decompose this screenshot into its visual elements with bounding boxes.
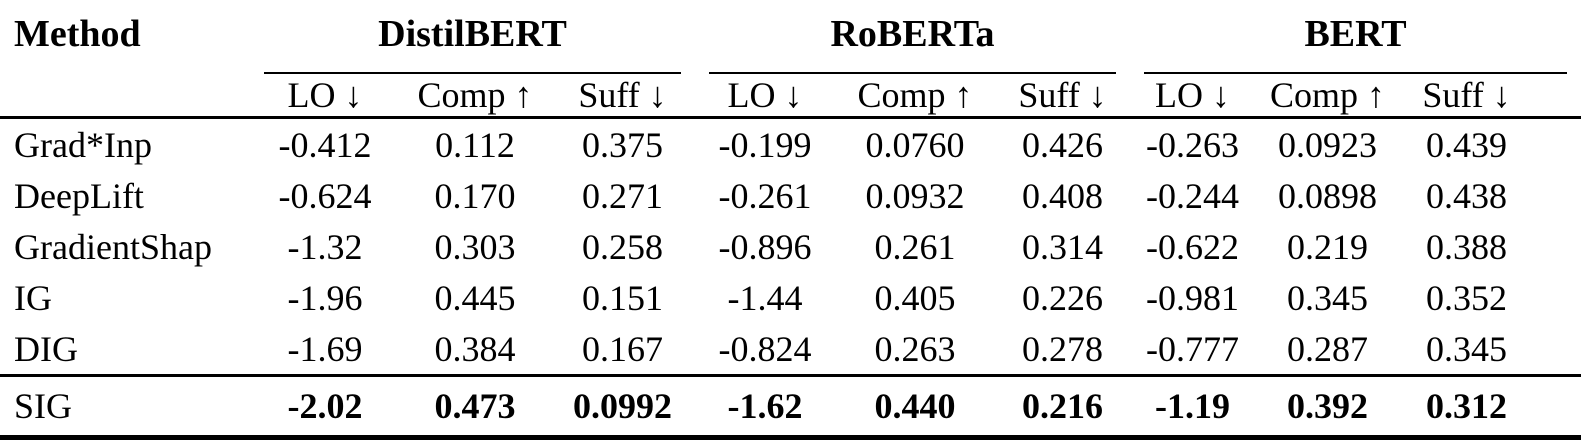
value-cell: -2.02 — [250, 374, 400, 440]
value-cell: -1.44 — [727, 277, 803, 318]
value-cell: -1.32 — [287, 226, 363, 267]
table-row: Grad*Inp -0.412 0.112 0.375 -0.199 0.076… — [0, 118, 1581, 171]
value-cell: -0.624 — [278, 175, 372, 216]
value-cell: 0.438 — [1426, 175, 1508, 216]
value-cell: 0.439 — [1426, 124, 1508, 165]
value-cell: 0.473 — [400, 374, 550, 440]
value-cell: 0.0898 — [1278, 175, 1378, 216]
value-cell: -0.244 — [1146, 175, 1240, 216]
value-cell: 0.226 — [1022, 277, 1103, 318]
value-cell: 0.219 — [1287, 226, 1369, 267]
value-cell: 0.314 — [1022, 226, 1103, 267]
group-name: RoBERTa — [709, 12, 1117, 74]
value-cell: 0.287 — [1287, 328, 1369, 369]
method-cell: DeepLift — [14, 175, 144, 216]
value-cell: 0.375 — [582, 124, 663, 165]
value-cell: 0.0760 — [865, 124, 965, 165]
value-cell: 0.0992 — [550, 374, 695, 440]
table-row: DIG -1.69 0.384 0.167 -0.824 0.263 0.278… — [0, 323, 1581, 376]
value-cell: 0.112 — [435, 124, 515, 165]
value-cell: 0.151 — [582, 277, 663, 318]
metric-header: LO ↓ — [1130, 74, 1256, 119]
method-cell: SIG — [0, 374, 250, 440]
value-cell: 0.167 — [582, 328, 663, 369]
value-cell: 0.445 — [434, 277, 516, 318]
method-cell: GradientShap — [14, 226, 212, 267]
value-cell: -1.96 — [287, 277, 363, 318]
value-cell: 0.440 — [835, 374, 995, 440]
value-cell: 0.405 — [874, 277, 956, 318]
value-cell: 0.271 — [582, 175, 663, 216]
value-cell: 0.345 — [1287, 277, 1369, 318]
value-cell: -0.199 — [718, 124, 812, 165]
metric-header: Suff ↓ — [1400, 74, 1581, 119]
metric-header: Comp ↑ — [1255, 74, 1401, 119]
value-cell: 0.170 — [434, 175, 516, 216]
metric-header: Comp ↑ — [835, 74, 995, 119]
value-cell: 0.408 — [1022, 175, 1103, 216]
metric-header: Suff ↓ — [550, 74, 695, 119]
value-cell: 0.303 — [434, 226, 516, 267]
header-row-models: Method DistilBERT RoBERTa BERT — [0, 0, 1581, 119]
value-cell: 0.0923 — [1278, 124, 1378, 165]
group-header-roberta: RoBERTa — [695, 0, 1130, 74]
value-cell: -0.261 — [718, 175, 812, 216]
value-cell: -0.412 — [278, 124, 372, 165]
value-cell: 0.392 — [1255, 374, 1401, 440]
method-cell: Grad*Inp — [14, 124, 152, 165]
value-cell: -0.981 — [1146, 277, 1240, 318]
table-row: IG -1.96 0.445 0.151 -1.44 0.405 0.226 -… — [0, 272, 1581, 323]
value-cell: -0.263 — [1146, 124, 1240, 165]
value-cell: -0.777 — [1146, 328, 1240, 369]
value-cell: -1.69 — [287, 328, 363, 369]
value-cell: -1.62 — [695, 374, 835, 440]
metric-header: LO ↓ — [250, 74, 400, 119]
group-name: BERT — [1144, 12, 1568, 74]
value-cell: 0.388 — [1426, 226, 1508, 267]
metric-header: LO ↓ — [695, 74, 835, 119]
value-cell: -1.19 — [1130, 374, 1256, 440]
group-name: DistilBERT — [264, 12, 681, 74]
method-cell: DIG — [14, 328, 78, 369]
method-column-header: Method — [0, 0, 250, 119]
table-row: GradientShap -1.32 0.303 0.258 -0.896 0.… — [0, 221, 1581, 272]
value-cell: -0.622 — [1146, 226, 1240, 267]
value-cell: 0.261 — [874, 226, 956, 267]
header-row-metrics: LO ↓ Comp ↑ Suff ↓ LO ↓ Comp ↑ Suff ↓ LO… — [0, 74, 1581, 119]
value-cell: 0.0932 — [865, 175, 965, 216]
value-cell: 0.426 — [1022, 124, 1103, 165]
group-header-bert: BERT — [1130, 0, 1581, 74]
metric-header: Suff ↓ — [995, 74, 1131, 119]
value-cell: 0.216 — [995, 374, 1131, 440]
value-cell: 0.278 — [1022, 328, 1103, 369]
value-cell: 0.384 — [434, 328, 516, 369]
method-cell: IG — [14, 277, 52, 318]
value-cell: 0.258 — [582, 226, 663, 267]
value-cell: 0.263 — [874, 328, 956, 369]
metric-header: Comp ↑ — [400, 74, 550, 119]
group-header-distilbert: DistilBERT — [250, 0, 695, 74]
value-cell: 0.312 — [1400, 374, 1581, 440]
highlight-row-sig: SIG -2.02 0.473 0.0992 -1.62 0.440 0.216… — [0, 374, 1581, 440]
value-cell: -0.896 — [718, 226, 812, 267]
table-row: DeepLift -0.624 0.170 0.271 -0.261 0.093… — [0, 170, 1581, 221]
value-cell: 0.352 — [1426, 277, 1508, 318]
value-cell: -0.824 — [718, 328, 812, 369]
value-cell: 0.345 — [1426, 328, 1508, 369]
